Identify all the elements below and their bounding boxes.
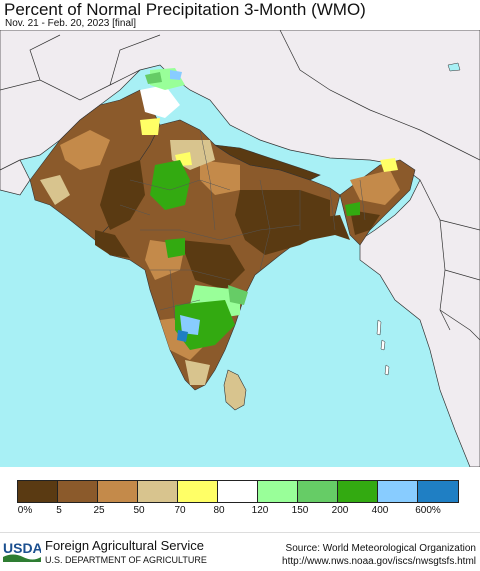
source-url[interactable]: http://www.nws.noaa.gov/iscs/nwsgtsfs.ht… [282, 556, 476, 567]
legend-label: 5 [56, 505, 62, 516]
outside-land-west [0, 159, 31, 196]
legend-label: 200 [331, 505, 349, 516]
legend-label: 0% [17, 505, 33, 516]
state-boundaries [119, 129, 366, 321]
precipitation-map [0, 30, 480, 467]
region-srilanka [223, 369, 247, 411]
international-borders [0, 30, 480, 341]
map-title: Percent of Normal Precipitation 3-Month … [4, 0, 366, 19]
legend-label: 600% [415, 505, 441, 516]
lake [447, 62, 461, 72]
legend-swatch [378, 481, 418, 502]
blue-patches [170, 70, 200, 342]
region-nepal [214, 144, 321, 181]
legend-label: 25 [93, 505, 105, 516]
legend-swatch [298, 481, 338, 502]
legend-swatch [58, 481, 98, 502]
legend-label: 150 [291, 505, 309, 516]
legend-swatch [258, 481, 298, 502]
legend-labels: 0% 5 25 50 70 80 120 150 200 400 600% [0, 505, 480, 519]
usda-logo-icon: USDA [3, 540, 43, 562]
legend-label: 400 [371, 505, 389, 516]
map-subtitle: Nov. 21 - Feb. 20, 2023 [final] [5, 18, 137, 29]
footer-divider [0, 532, 480, 533]
usda-logo: USDA [3, 538, 43, 566]
legend-label: 80 [213, 505, 225, 516]
legend-label: 70 [174, 505, 186, 516]
dark-brown-patches [95, 160, 380, 290]
source-text: Source: World Meteorological Organizatio… [285, 543, 476, 554]
green-patches [150, 160, 360, 350]
svg-text:USDA: USDA [3, 540, 41, 556]
legend-color-bar [17, 480, 459, 503]
department-name: U.S. DEPARTMENT OF AGRICULTURE [45, 555, 207, 565]
legend-label: 50 [133, 505, 145, 516]
legend-swatch [338, 481, 378, 502]
medgreen-patches [145, 72, 248, 305]
andaman-islands [376, 319, 390, 376]
map-svg [0, 30, 480, 467]
agency-name: Foreign Agricultural Service [45, 538, 204, 553]
legend-swatch [18, 481, 58, 502]
legend-swatch [218, 481, 258, 502]
legend-swatch [98, 481, 138, 502]
legend-swatch [138, 481, 178, 502]
legend-swatch [178, 481, 218, 502]
legend-swatch [418, 481, 458, 502]
legend-label: 120 [251, 505, 269, 516]
